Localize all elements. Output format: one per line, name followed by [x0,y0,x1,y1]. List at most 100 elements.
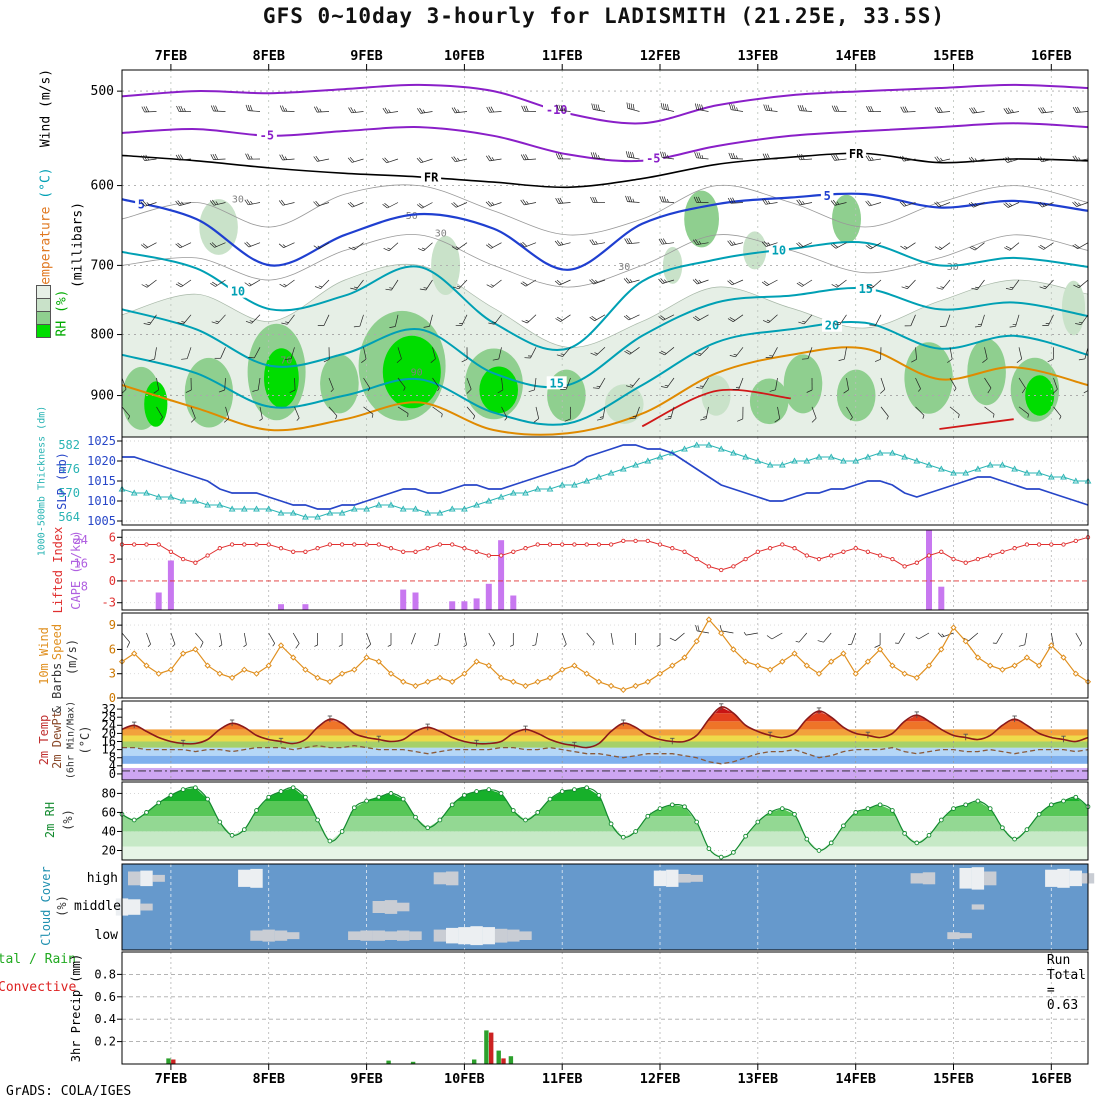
svg-text:10: 10 [231,285,245,299]
chart-title: GFS 0~10day 3-hourly for LADISMITH (21.2… [262,4,946,28]
svg-text:10FEB: 10FEB [444,1071,485,1087]
svg-text:3: 3 [109,667,116,681]
svg-text:30: 30 [947,262,959,273]
svg-text:50: 50 [406,211,418,222]
svg-text:1005: 1005 [87,514,116,528]
minmax-axis-label: (6hr Min/Max) [65,700,77,780]
svg-text:13FEB: 13FEB [738,48,779,64]
svg-text:0: 0 [109,574,116,588]
svg-text:0: 0 [109,691,116,705]
svg-text:8: 8 [81,580,88,594]
wind10-axis-label-4: (m/s) [65,638,79,676]
rh-legend-cell [36,298,51,312]
wind10-axis-label-1: 10m Wind [37,627,51,685]
precip-convective-label: Convective [0,980,77,995]
svg-text:6: 6 [109,642,116,656]
rh2m-panel: 80 60 40 20 [102,781,1091,861]
wind10-axis-label-3: & Barbs [50,662,64,714]
svg-text:500: 500 [91,84,114,99]
wind10-axis-label-2: Speed [50,623,64,661]
svg-text:30: 30 [232,195,244,206]
svg-text:16: 16 [102,735,116,749]
svg-text:80: 80 [102,786,116,800]
temperature-label-text: Temperature [38,198,54,293]
cape-axis-label: CAPE (J/kg) [69,530,83,610]
svg-text:16: 16 [74,556,88,570]
svg-text:16FEB: 16FEB [1031,1071,1072,1087]
millibars-axis-label: (millibars) [70,201,86,289]
time-axis: 7FEB 7FEB 8FEB 8FEB 9FEB 9FEB 10FEB 10FEB 11FEB 1… [155,48,1072,1087]
wind10-panel: 9 6 3 0 [109,612,1092,705]
slp-thickness-panel: 1025 1020 1015 1010 1005 582 576 570 564 [58,434,1092,528]
svg-text:32: 32 [102,702,116,716]
svg-text:15: 15 [859,282,873,296]
svg-text:16FEB: 16FEB [1031,48,1072,64]
svg-text:12: 12 [102,743,116,757]
svg-text:24: 24 [102,718,116,732]
credit: GrADS: COLA/IGES [6,1084,132,1099]
li-cape-panel: -3 0 3 6 24 16 8 [74,529,1091,611]
svg-text:3: 3 [109,552,116,566]
svg-text:8FEB: 8FEB [252,48,285,64]
svg-text:7FEB: 7FEB [155,1071,188,1087]
svg-text:14FEB: 14FEB [835,1071,876,1087]
svg-text:570: 570 [58,486,80,500]
svg-text:0: 0 [109,767,116,781]
wind-axis-label: Wind (m/s) [38,68,54,148]
svg-text:15FEB: 15FEB [933,48,974,64]
svg-text:-10: -10 [546,103,568,117]
rh-axis-label: RH (%) [54,289,70,337]
rh-legend-cell [36,285,51,299]
svg-text:-5: -5 [646,152,660,166]
cloud-row-middle: middle [74,899,121,914]
rh-legend-cell [36,324,51,338]
svg-text:30: 30 [435,228,447,239]
svg-text:800: 800 [91,328,114,343]
svg-text:-3: -3 [102,596,116,610]
svg-text:60: 60 [102,805,116,819]
svg-text:FR: FR [849,147,864,161]
svg-text:5: 5 [824,189,831,203]
svg-text:11FEB: 11FEB [542,1071,583,1087]
svg-text:15FEB: 15FEB [933,1071,974,1087]
svg-text:24: 24 [74,533,88,547]
cloud-axis-label: Cloud Cover [39,866,53,946]
precip-axis-label: 3hr Precip (mm) [69,953,83,1063]
rh2m-unit-label: (%) [61,809,75,831]
svg-text:582: 582 [58,438,80,452]
svg-text:0.4: 0.4 [94,1012,116,1026]
rh-legend [36,285,51,338]
svg-text:30: 30 [618,262,630,273]
precip-total-label: Total / Rain [0,952,76,967]
svg-text:1015: 1015 [87,474,116,488]
svg-text:15: 15 [549,376,563,390]
temperature-axis-label: Temperature (°C) [39,167,54,292]
svg-text:8: 8 [109,751,116,765]
dewpt2m-axis-label: 2m DewPt [50,711,64,769]
precip-panel: 0.8 0.6 0.4 0.2 [94,951,1089,1065]
cloud-row-high: high [86,871,118,886]
svg-text:FR: FR [424,171,439,185]
svg-text:12FEB: 12FEB [640,48,681,64]
svg-text:600: 600 [91,179,114,194]
svg-text:4: 4 [109,759,116,773]
svg-text:9FEB: 9FEB [350,48,383,64]
svg-text:9FEB: 9FEB [350,1071,383,1087]
rh-legend-cell [36,311,51,325]
svg-text:20: 20 [825,319,839,333]
cloud-panel [115,863,1095,951]
svg-text:9: 9 [109,618,116,632]
svg-text:0.8: 0.8 [94,967,116,981]
upper-air-panel: 30 50 30 30 70 90 30 -10 -5 -5 FR FR 5 5 10 10 15 15 20 500… [91,69,1089,438]
svg-text:40: 40 [102,824,116,838]
svg-text:-5: -5 [260,128,274,142]
svg-text:7FEB: 7FEB [155,48,188,64]
run-total: Run Total = 0.63 [1046,953,1086,1013]
svg-text:1025: 1025 [87,434,116,448]
svg-text:576: 576 [58,462,80,476]
cloud-unit-label: (%) [55,895,69,917]
temp2m-axis-label: 2m Temp [37,714,51,766]
temperature-unit-text: (°C) [38,167,54,199]
